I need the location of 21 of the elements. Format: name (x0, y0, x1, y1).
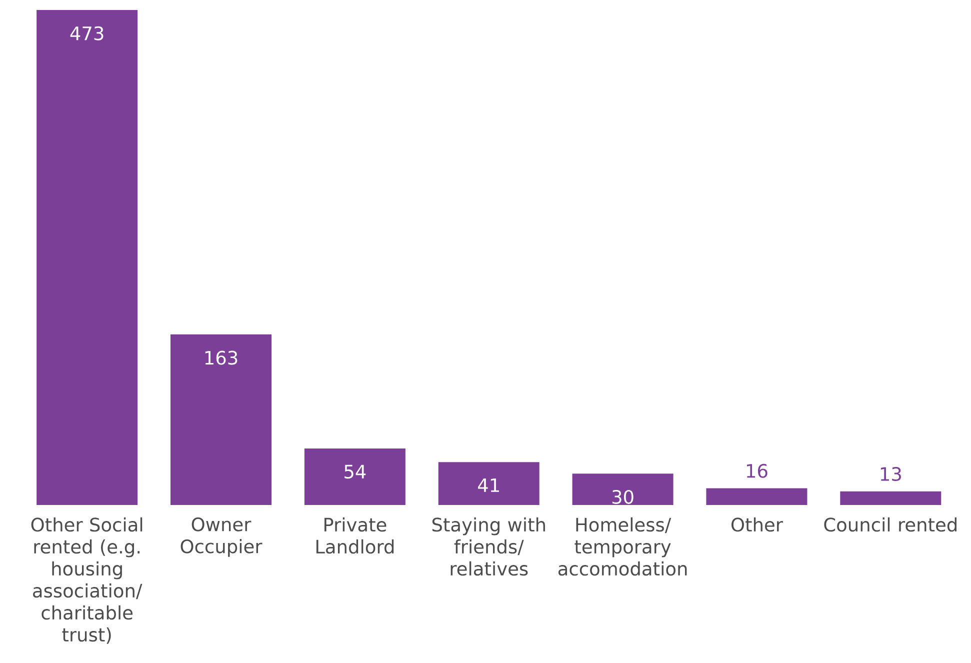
x-tick-label: Council rented (824, 517, 956, 532)
data-label: 473 (70, 26, 104, 40)
x-tick-label: Staying with friends/ relatives (432, 517, 545, 576)
bar (170, 334, 272, 505)
bar (572, 474, 674, 505)
x-tick-label: Owner Occupier (180, 517, 262, 557)
data-label: 163 (205, 350, 238, 365)
data-label: 30 (612, 490, 634, 504)
x-tick-label: Other (731, 517, 783, 532)
bar (304, 448, 406, 505)
data-label: 41 (478, 478, 499, 492)
data-label: 13 (880, 467, 901, 482)
bar (706, 488, 808, 505)
bar (36, 10, 138, 505)
x-tick-label: Private Landlord (316, 517, 394, 554)
x-tick-label: Other Social rented (e.g. housing association/ charitable trust) (31, 517, 142, 644)
data-label: 54 (344, 464, 366, 479)
data-label: 16 (746, 464, 768, 478)
bar (840, 491, 942, 505)
x-tick-label: Homeless/ temporary accomodation (558, 517, 687, 576)
bar (438, 462, 540, 505)
